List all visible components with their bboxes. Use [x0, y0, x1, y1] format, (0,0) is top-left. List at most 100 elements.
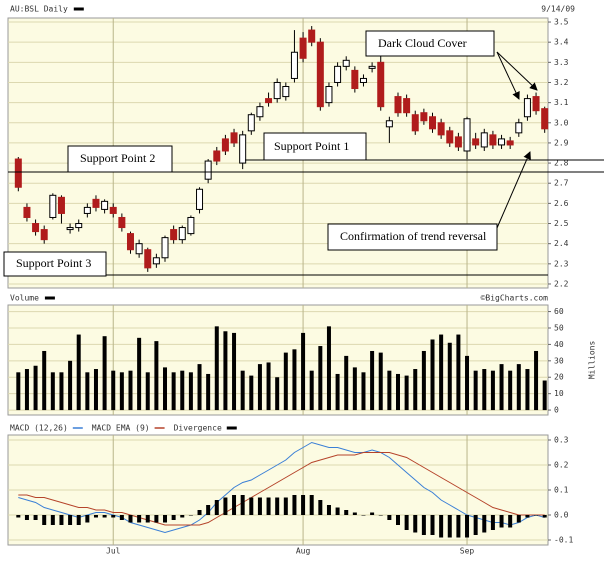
- divergence-bar: [180, 515, 185, 518]
- volume-bar: [128, 370, 133, 411]
- y-tick-label: 60: [554, 307, 564, 316]
- divergence-bar: [59, 515, 64, 525]
- volume-bar: [292, 349, 297, 411]
- y-tick-label: 40: [554, 340, 564, 349]
- volume-bar: [111, 370, 116, 411]
- volume-bar: [439, 334, 444, 411]
- volume-bar: [370, 350, 375, 411]
- volume-bar: [154, 341, 159, 411]
- volume-bar: [188, 372, 193, 411]
- volume-bar: [344, 355, 349, 411]
- macd-line: [18, 441, 545, 534]
- divergence-bar: [490, 515, 495, 530]
- divergence-bar: [33, 515, 38, 520]
- candle-body: [325, 86, 333, 104]
- date-label: 9/14/09: [541, 5, 575, 14]
- volume-bar: [490, 370, 495, 411]
- y-tick-label: 2.2: [554, 279, 569, 288]
- y-tick-label: 0: [554, 406, 559, 415]
- candle-body: [247, 114, 255, 132]
- volume-bar: [534, 350, 539, 411]
- volume-bar: [223, 331, 228, 411]
- candle-body: [239, 134, 247, 164]
- volume-bar: [421, 350, 426, 411]
- y-tick-label: 2.3: [554, 259, 569, 268]
- candle-body: [75, 223, 83, 229]
- divergence-bar: [508, 515, 513, 528]
- volume-bar: [50, 372, 55, 411]
- volume-bar: [456, 334, 461, 411]
- annotation-box: [327, 223, 498, 251]
- candle-body: [480, 132, 488, 148]
- divergence-bar: [534, 515, 539, 516]
- divergence-bar: [249, 497, 254, 515]
- candle-body: [446, 130, 454, 144]
- divergence-bar: [456, 515, 461, 538]
- divergence-bar: [309, 495, 314, 515]
- divergence-bar: [197, 510, 202, 515]
- volume-bar: [413, 369, 418, 411]
- volume-bar: [430, 339, 435, 411]
- candle-body: [463, 118, 471, 152]
- divergence-bar: [163, 515, 168, 523]
- volume-bar: [206, 373, 211, 411]
- volume-bar: [102, 336, 107, 411]
- y-tick-label: -0.1: [554, 536, 573, 545]
- volume-bar: [542, 380, 547, 411]
- volume-bar: [326, 326, 331, 411]
- volume-bar: [59, 372, 64, 411]
- volume-bar: [93, 369, 98, 411]
- y-tick-label: 3.2: [554, 78, 569, 87]
- volume-bar: [232, 332, 237, 411]
- y-tick-label: 30: [554, 356, 564, 365]
- volume-bar: [335, 373, 340, 411]
- annotation-box: [3, 251, 107, 277]
- arrow: [496, 51, 520, 100]
- candle-body: [57, 196, 65, 214]
- divergence-bar: [257, 497, 262, 515]
- volume-bar: [214, 326, 219, 411]
- annotations: Dark Cloud Cover Support Point 1 Support…: [3, 30, 604, 277]
- volume-bar: [318, 346, 323, 411]
- annotation: Confirmation of trend reversal: [340, 229, 487, 243]
- panels: AU:BSL Daily 2.2 2.3 2.4 2.5 2.6 2.7 2.8 2.9 3.0 3…: [7, 5, 597, 556]
- divergence-bar: [223, 497, 228, 515]
- candle-body: [92, 198, 100, 208]
- candle-body: [32, 223, 40, 233]
- divergence-bar: [516, 515, 521, 523]
- candle-body: [40, 229, 48, 241]
- candle-body: [152, 257, 160, 265]
- divergence-bar: [50, 515, 55, 525]
- candle-body: [118, 216, 126, 229]
- divergence-bar: [76, 515, 81, 525]
- candle-body: [308, 29, 316, 43]
- volume-bar: [309, 370, 314, 411]
- candle-body: [472, 138, 480, 146]
- volume-bar: [257, 364, 262, 411]
- candle-body: [221, 138, 229, 152]
- candle-body: [170, 229, 178, 241]
- source-label: ©BigCharts.com: [481, 294, 549, 303]
- divergence-bar: [292, 495, 297, 515]
- divergence-bar: [102, 515, 107, 518]
- volume-bar: [378, 352, 383, 411]
- divergence-bar: [352, 512, 357, 515]
- divergence-bar: [404, 515, 409, 530]
- volume-bar: [24, 369, 29, 411]
- candle-body: [265, 98, 273, 104]
- candle-body: [532, 96, 540, 112]
- divergence-bar: [111, 515, 116, 518]
- volume-bar: [33, 365, 38, 411]
- candle-body: [14, 158, 22, 188]
- divergence-bar: [154, 515, 159, 523]
- divergence-bar: [499, 515, 504, 528]
- y-tick-label: 3.3: [554, 58, 569, 67]
- candle-body: [299, 37, 307, 59]
- candle-body: [126, 233, 134, 251]
- divergence-bar: [525, 515, 530, 518]
- divergence-bar: [188, 515, 193, 516]
- volume-bar: [447, 342, 452, 411]
- candle-body: [523, 98, 531, 118]
- divergence-bar: [361, 515, 366, 516]
- candle-body: [359, 77, 367, 83]
